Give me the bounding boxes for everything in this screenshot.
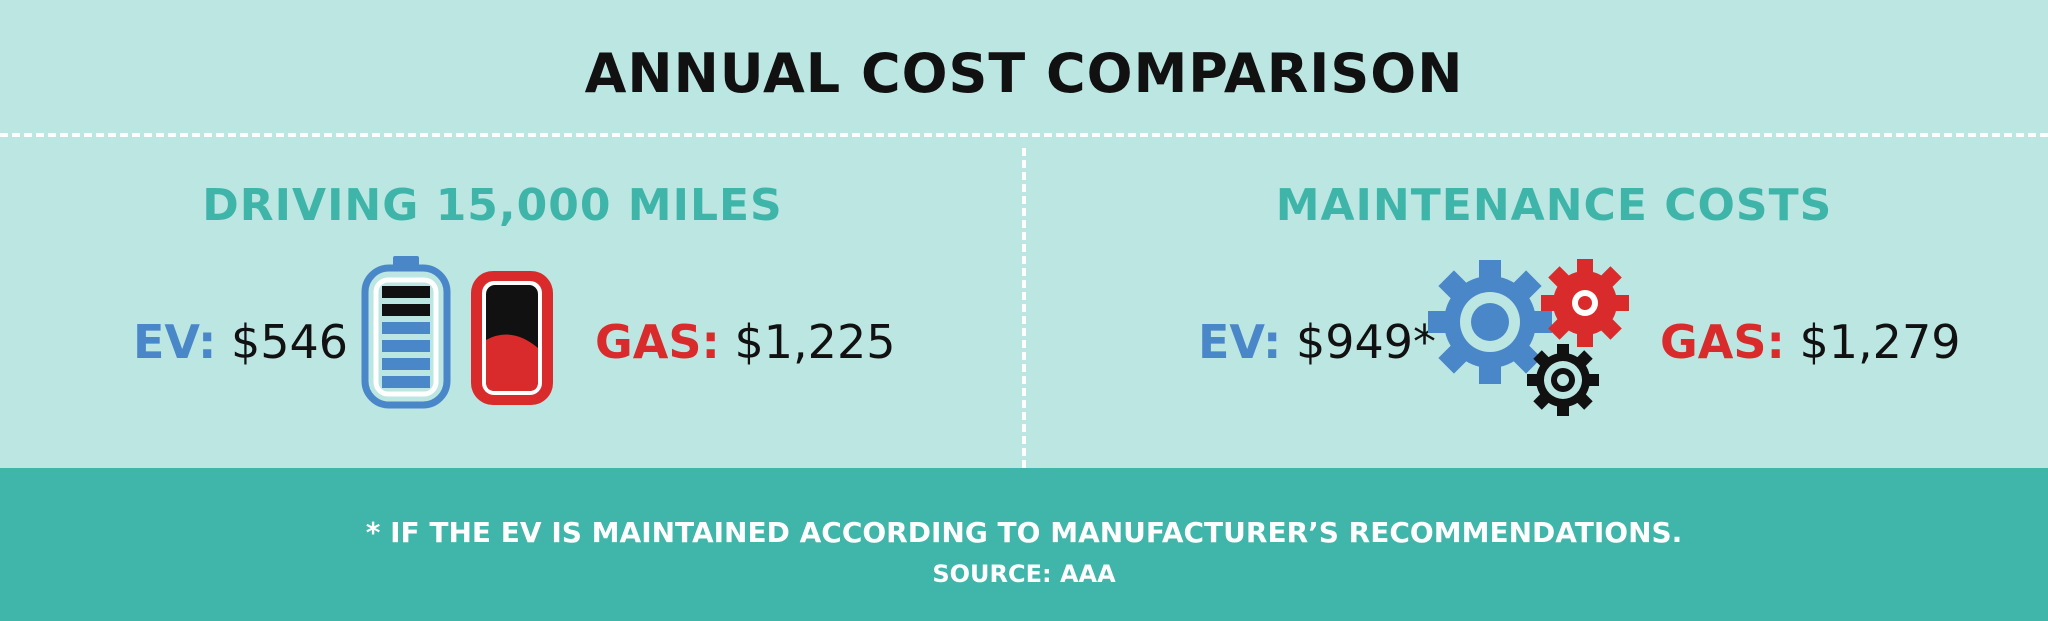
maintenance-gas-label: GAS: bbox=[1660, 315, 1785, 369]
footer-band bbox=[0, 468, 2048, 621]
vertical-divider bbox=[1022, 148, 1026, 468]
fuel-tank-icon bbox=[471, 271, 553, 405]
page-title: ANNUAL COST COMPARISON bbox=[584, 42, 1464, 105]
maintenance-gas-cost: GAS: $1,279 bbox=[1660, 315, 1960, 369]
maintenance-ev-cost: EV: $949* bbox=[1198, 315, 1436, 369]
horizontal-divider bbox=[0, 133, 2048, 137]
driving-ev-value: $546 bbox=[230, 315, 349, 369]
battery-icon bbox=[361, 256, 451, 409]
footnote: * IF THE EV IS MAINTAINED ACCORDING TO M… bbox=[365, 516, 1683, 549]
driving-gas-cost: GAS: $1,225 bbox=[595, 315, 895, 369]
maintenance-ev-label: EV: bbox=[1198, 315, 1282, 369]
maintenance-heading: MAINTENANCE COSTS bbox=[1275, 180, 1833, 231]
maintenance-gas-value: $1,279 bbox=[1799, 315, 1961, 369]
source-credit: SOURCE: AAA bbox=[932, 560, 1116, 588]
driving-heading: DRIVING 15,000 MILES bbox=[202, 180, 783, 231]
driving-gas-value: $1,225 bbox=[734, 315, 896, 369]
driving-gas-label: GAS: bbox=[595, 315, 720, 369]
driving-ev-label: EV: bbox=[133, 315, 217, 369]
driving-ev-cost: EV: $546 bbox=[133, 315, 348, 369]
maintenance-ev-value: $949* bbox=[1295, 315, 1437, 369]
gears-icon bbox=[1428, 259, 1629, 416]
